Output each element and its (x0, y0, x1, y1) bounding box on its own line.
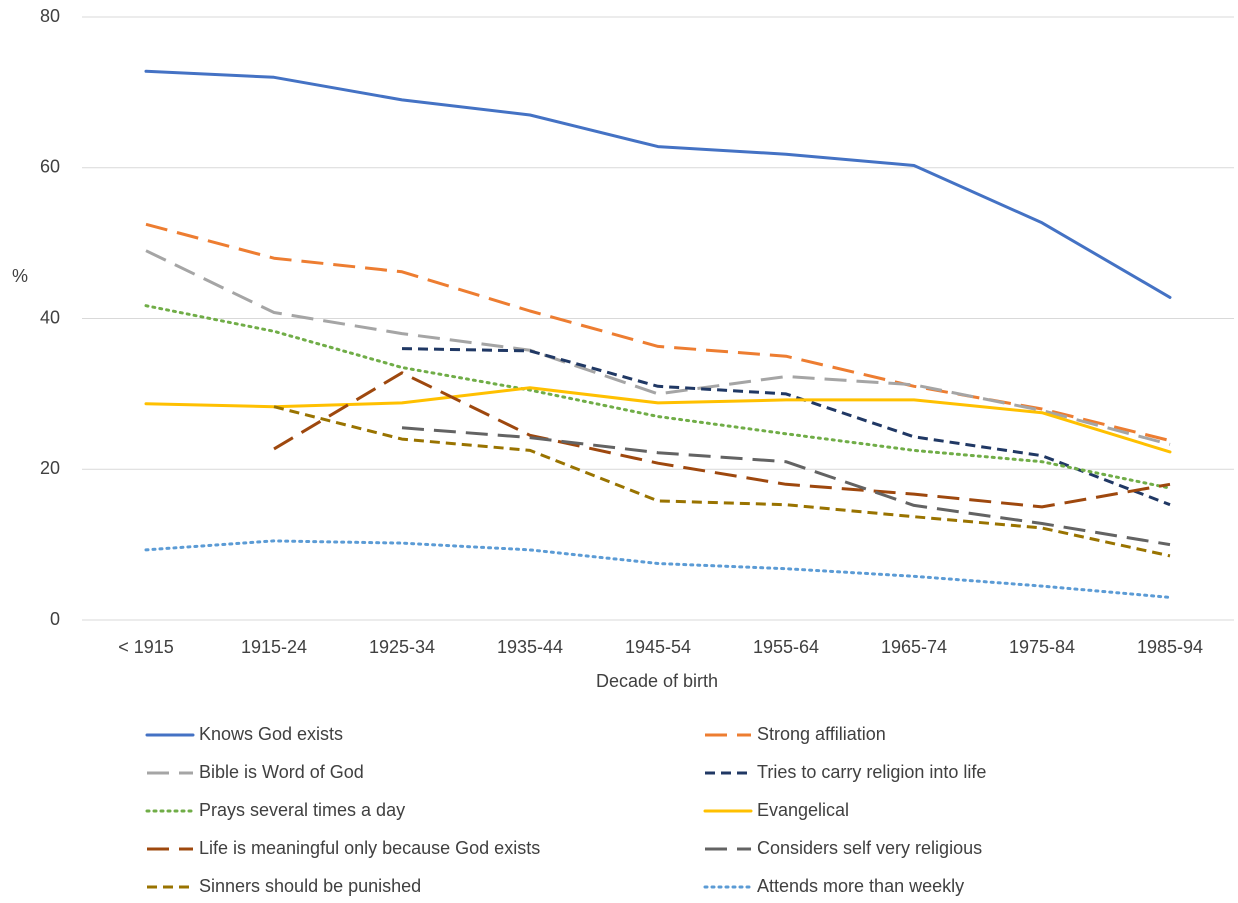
y-tick-label: 80 (40, 6, 60, 26)
y-tick-label: 40 (40, 307, 60, 327)
legend-label: Sinners should be punished (199, 876, 421, 896)
legend-item: Tries to carry religion into life (705, 762, 986, 782)
series-line-8 (273, 405, 1171, 558)
legend-label: Bible is Word of God (199, 762, 364, 782)
legend-label: Considers self very religious (757, 838, 982, 858)
legend-label: Prays several times a day (199, 800, 405, 820)
x-tick-label: 1935-44 (497, 637, 563, 657)
legend-item: Knows God exists (145, 724, 343, 744)
series-line-7 (401, 426, 1171, 547)
series-line-1 (145, 222, 1171, 443)
y-axis-title: % (12, 266, 28, 286)
legend-item: Considers self very religious (705, 838, 982, 858)
x-axis-title: Decade of birth (596, 671, 718, 691)
x-tick-label: 1955-64 (753, 637, 819, 657)
legend-item: Bible is Word of God (147, 762, 364, 782)
x-axis-ticks: < 1915 1915-24 1925-34 1935-44 1945-54 1955-6… (118, 637, 1203, 657)
series-line-6 (273, 371, 1171, 509)
y-axis-ticks: 0 20 40 60 80 (40, 6, 60, 629)
x-tick-label: < 1915 (118, 637, 174, 657)
legend-item: Life is meaningful only because God exis… (147, 838, 540, 858)
x-tick-label: 1915-24 (241, 637, 307, 657)
series-line-3 (401, 347, 1171, 507)
legend-label: Attends more than weekly (757, 876, 964, 896)
series-line-5 (144, 386, 1172, 454)
legend-label: Strong affiliation (757, 724, 886, 744)
y-tick-label: 60 (40, 157, 60, 177)
series-line-9 (144, 539, 1172, 599)
y-tick-label: 20 (40, 458, 60, 478)
legend-item: Sinners should be punished (147, 876, 421, 896)
x-tick-label: 1925-34 (369, 637, 435, 657)
legend-label: Life is meaningful only because God exis… (199, 838, 540, 858)
legend-label: Tries to carry religion into life (757, 762, 986, 782)
legend-label: Knows God exists (199, 724, 343, 744)
legend: Knows God exists Strong affiliation Bible … (145, 724, 986, 896)
x-tick-label: 1985-94 (1137, 637, 1203, 657)
y-tick-label: 0 (50, 609, 60, 629)
series-line-2 (145, 249, 1171, 446)
legend-label: Evangelical (757, 800, 849, 820)
legend-item: Prays several times a day (145, 800, 405, 820)
series-line-0 (144, 69, 1172, 299)
legend-item: Strong affiliation (705, 724, 886, 744)
legend-item: Evangelical (703, 800, 849, 820)
x-tick-label: 1975-84 (1009, 637, 1075, 657)
x-tick-label: 1965-74 (881, 637, 947, 657)
grid-lines (82, 16, 1234, 621)
series-line-4 (144, 304, 1172, 490)
series-lines (144, 69, 1172, 599)
x-tick-label: 1945-54 (625, 637, 691, 657)
legend-item: Attends more than weekly (703, 876, 964, 896)
